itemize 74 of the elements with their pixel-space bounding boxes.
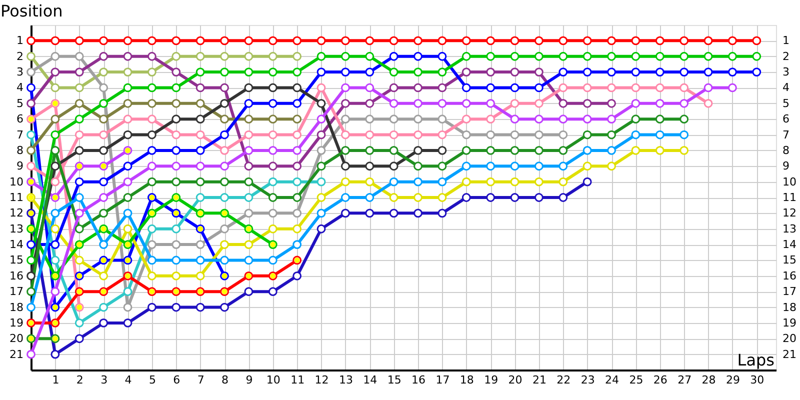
x-tick-label: 25 [629,374,644,386]
y2-tick-label: 14 [782,238,796,252]
y-tick-label: 16 [10,269,24,282]
x-tick-label: 1 [52,374,60,386]
x-tick-label: 17 [436,374,450,386]
y-tick-label: 19 [10,316,24,330]
x-tick-label: 5 [148,374,156,386]
x-tick-label: 30 [750,374,764,386]
y-tick-label: 18 [10,300,24,314]
x-tick-label: 18 [460,374,474,386]
x-tick-label: 6 [173,374,180,386]
y2-tick-label: 15 [782,254,796,267]
y-tick-label: 8 [16,144,24,157]
y-tick-label: 17 [10,285,24,298]
x-tick-label: 27 [678,374,692,386]
x-tick-label: 8 [222,374,229,386]
x-tick-label: 19 [484,374,498,386]
y2-tick-label: 5 [782,96,790,110]
x-tick-label: 26 [653,374,668,386]
y2-tick-label: 10 [782,175,796,188]
y-tick-label: 11 [10,191,24,204]
y2-tick-label: 18 [782,300,796,314]
y-tick-label: 4 [16,81,24,94]
y-tick-label: 20 [10,332,24,346]
y-tick-label: 3 [16,66,24,79]
x-tick-label: 20 [508,374,522,386]
y2-tick-label: 1 [782,34,790,48]
x-tick-label: 7 [197,374,204,386]
y-tick-label: 1 [16,34,24,48]
x-tick-label: 4 [124,374,132,386]
y2-tick-label: 8 [782,144,790,157]
y2-tick-label: 6 [782,112,790,126]
y2-tick-label: 9 [782,160,790,173]
y2-tick-label: 4 [782,81,790,94]
x-tick-label: 21 [532,374,546,386]
y-tick-label: 2 [16,50,24,63]
x-tick-label: 10 [266,374,280,386]
y2-tick-label: 3 [782,66,790,79]
y2-tick-label: 2 [782,50,790,63]
y-axis-title: Position [0,2,63,20]
x-tick-label: 29 [726,374,740,386]
x-tick-label: 22 [556,374,571,386]
y2-tick-label: 13 [782,222,796,236]
x-tick-label: 16 [412,374,426,386]
x-axis-title: Laps [737,350,774,370]
x-tick-label: 15 [387,374,402,386]
y2-tick-label: 7 [782,128,790,142]
x-tick-label: 13 [338,374,353,386]
y2-tick-label: 21 [782,348,796,361]
y2-tick-label: 20 [782,332,796,346]
y-tick-label: 12 [10,206,24,220]
y-tick-label: 9 [16,160,24,173]
y-tick-label: 15 [10,254,24,267]
y-tick-label: 14 [10,238,24,252]
y2-tick-label: 12 [782,206,796,220]
y2-tick-label: 17 [782,285,796,298]
y-tick-label: 7 [16,128,24,142]
x-tick-label: 12 [314,374,329,386]
x-tick-label: 3 [100,374,108,386]
x-tick-label: 11 [290,374,305,386]
y-tick-label: 5 [16,96,24,110]
y-tick-label: 21 [10,348,24,361]
x-tick-label: 23 [580,374,595,386]
x-tick-label: 28 [702,374,716,386]
y-tick-label: 10 [10,175,24,188]
y-tick-label: 6 [16,112,24,126]
y2-tick-label: 16 [782,269,796,282]
x-tick-label: 2 [76,374,84,386]
y2-tick-label: 11 [782,191,796,204]
x-tick-label: 9 [246,374,253,386]
x-tick-label: 14 [363,374,378,386]
y2-tick-label: 19 [782,316,796,330]
y-tick-label: 13 [10,222,24,236]
x-tick-label: 24 [605,374,620,386]
